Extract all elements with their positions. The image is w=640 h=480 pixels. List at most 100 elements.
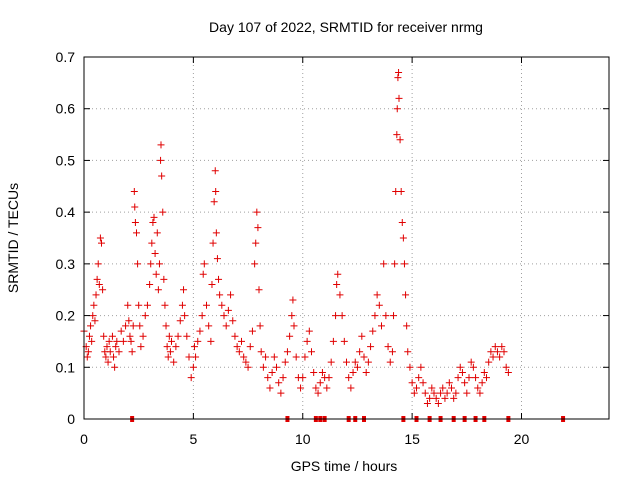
data-point [283,348,291,356]
data-point [216,291,224,299]
data-point [264,374,272,382]
data-point [222,322,230,330]
data-point [194,337,202,345]
data-point [83,353,91,361]
data-point [242,358,250,366]
data-point [255,286,263,294]
data-point [89,312,97,320]
data-point [413,384,420,392]
data-point [207,337,215,345]
data-point [146,281,154,289]
data-point [119,337,127,345]
data-point [248,327,256,335]
data-point [254,224,262,232]
data-point [299,374,307,382]
data-point [314,389,322,397]
data-point [192,353,200,361]
data-point [141,312,149,320]
data-point [500,348,508,356]
data-point [378,322,385,330]
y-tick-label: 0.5 [56,152,76,168]
data-point [400,260,408,268]
data-point [472,374,480,382]
data-point [266,384,274,392]
data-point [122,322,130,330]
y-axis-label: SRMTID / TECUs [5,183,21,293]
data-point [281,358,289,366]
data-point [270,353,278,361]
data-point [312,384,320,392]
data-point [461,379,469,387]
data-point [259,363,267,371]
data-point [406,363,414,371]
data-point [111,363,119,371]
data-point [211,167,219,175]
data-point [95,281,103,289]
data-point [467,358,475,366]
data-point [434,399,442,407]
data-point [85,332,93,340]
data-point [395,69,403,77]
data-point [150,213,158,221]
data-point [212,229,220,237]
data-point [133,229,140,237]
data-point [218,301,226,309]
data-point [172,343,180,351]
data-point [491,343,499,351]
data-point [104,358,112,366]
data-point [332,312,340,320]
data-points [80,69,566,422]
data-point [463,389,471,397]
data-point [103,343,111,351]
data-point [279,374,287,382]
data-point [382,312,390,320]
data-point [445,379,453,387]
data-point [428,384,436,392]
data-point [185,353,193,361]
data-point [371,312,379,320]
data-point [288,312,296,320]
data-point [393,105,401,113]
data-point [465,374,473,382]
data-point [292,353,300,361]
data-point [88,337,96,345]
data-point [333,281,341,289]
data-point [345,374,353,382]
data-point [233,343,241,351]
data-point [125,317,133,325]
data-point [154,286,162,294]
data-point [235,348,243,356]
data-point [253,208,261,216]
data-point [137,343,145,351]
data-point [227,291,235,299]
data-point [349,368,357,376]
data-point [157,156,165,164]
data-point [110,353,118,361]
data-point [198,312,206,320]
data-point [163,343,171,351]
data-point [152,270,160,278]
x-tick-label: 5 [189,431,197,447]
data-point [220,312,228,320]
data-point [210,198,218,206]
data-point [388,348,396,356]
data-point [343,358,350,366]
data-point [340,337,348,345]
data-point [147,260,155,268]
data-point [153,229,161,237]
data-point [336,291,344,299]
data-point [398,218,406,226]
data-point [96,234,104,242]
data-point [367,343,375,351]
data-point [384,343,392,351]
data-point [432,394,440,402]
data-point [108,332,116,340]
data-point [426,394,434,402]
data-point [251,260,259,268]
data-point [360,353,368,361]
data-point [390,312,398,320]
data-point [380,260,388,268]
data-point [126,332,134,340]
data-point [162,322,170,330]
data-point [356,348,364,356]
